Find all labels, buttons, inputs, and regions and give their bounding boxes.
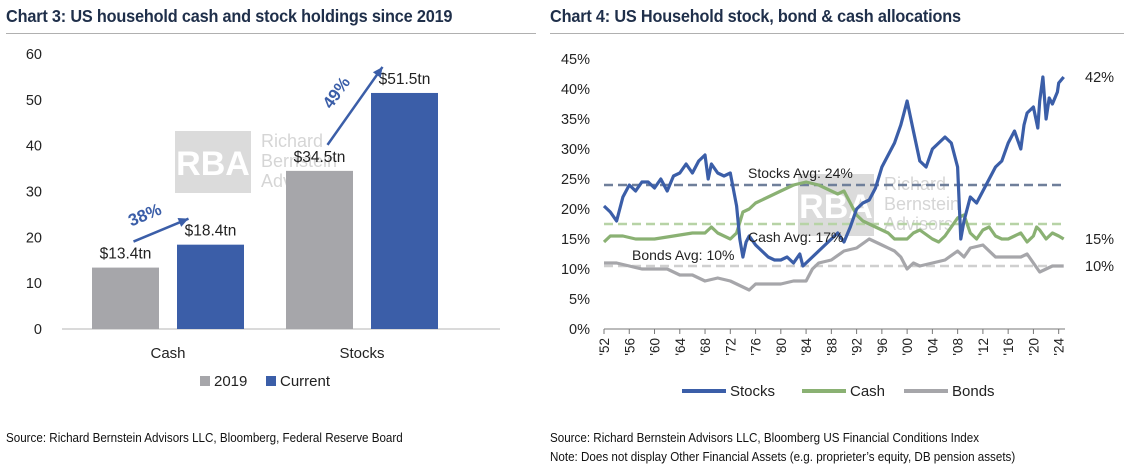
chart-3-y-tick-label: 50 bbox=[26, 93, 42, 109]
chart-4-title: Chart 4: US Household stock, bond & cash… bbox=[550, 6, 961, 26]
chart-4-end-label-bonds: 10% bbox=[1085, 259, 1114, 275]
chart-3-data-label: $34.5tn bbox=[294, 149, 346, 166]
chart-4-x-tick-label: '52 bbox=[597, 338, 612, 356]
chart-3-y-tick-label: 0 bbox=[34, 322, 42, 338]
chart-4-y-tick-label: 5% bbox=[569, 292, 590, 308]
chart-3-y-tick-label: 60 bbox=[26, 47, 42, 63]
chart-3-watermark-logo-box bbox=[175, 131, 251, 193]
chart-3-watermark-line2: Bernstein bbox=[261, 151, 337, 171]
chart-3-bar-2019-cash bbox=[92, 267, 159, 329]
chart-3-title-rule bbox=[6, 33, 536, 34]
chart-4-note: Note: Does not display Other Financial A… bbox=[550, 450, 1016, 464]
chart-4-x-tick-label: '04 bbox=[925, 338, 940, 356]
chart-4-x-tick-label: '80 bbox=[774, 338, 789, 356]
chart-3-y-tick-label: 10 bbox=[26, 276, 42, 292]
chart-3-data-label: $51.5tn bbox=[379, 71, 431, 88]
chart-3-x-tick-label: Stocks bbox=[339, 345, 384, 362]
chart-4-legend-label-stocks: Stocks bbox=[730, 383, 775, 400]
chart-3-legend-label-current: Current bbox=[280, 373, 331, 390]
chart-4-avg-label: Stocks Avg: 24% bbox=[748, 165, 853, 181]
chart-3-legend-swatch-current bbox=[266, 376, 276, 386]
chart-3-growth-arrow-head bbox=[177, 218, 189, 227]
chart-3-growth-label: 49% bbox=[319, 73, 354, 112]
chart-4-y-tick-label: 25% bbox=[561, 172, 590, 188]
chart-3-bar-current-cash bbox=[177, 244, 244, 329]
chart-3-watermark-logo-text: RBA bbox=[176, 145, 250, 183]
chart-3-legend-swatch-2019 bbox=[200, 376, 210, 386]
chart-3-panel: Chart 3: US household cash and stock hol… bbox=[0, 0, 548, 474]
chart-3-bar-2019-stocks bbox=[286, 170, 353, 329]
chart-4-x-tick-label: '96 bbox=[875, 338, 890, 356]
chart-3-growth-arrow-head bbox=[372, 66, 383, 78]
chart-3-data-label: $18.4tn bbox=[185, 223, 237, 240]
chart-3-y-tick-label: 20 bbox=[26, 230, 42, 246]
chart-4-title-rule bbox=[550, 33, 1124, 34]
chart-4-source: Source: Richard Bernstein Advisors LLC, … bbox=[550, 431, 980, 445]
chart-4-y-tick-label: 40% bbox=[561, 82, 590, 98]
chart-4-panel: Chart 4: US Household stock, bond & cash… bbox=[548, 0, 1130, 474]
chart-4-series-line-stocks bbox=[602, 75, 1065, 268]
chart-4-x-tick-label: '00 bbox=[900, 338, 915, 356]
chart-4-x-tick-label: '92 bbox=[850, 338, 865, 356]
chart-3-source: Source: Richard Bernstein Advisors LLC, … bbox=[6, 431, 403, 445]
chart-4-end-label-cash: 15% bbox=[1085, 232, 1114, 248]
chart-4-avg-label: Bonds Avg: 10% bbox=[632, 247, 734, 263]
chart-4-x-tick-label: '16 bbox=[1001, 338, 1016, 356]
chart-4-y-tick-label: 0% bbox=[569, 322, 590, 338]
chart-3-y-tick-label: 40 bbox=[26, 139, 42, 155]
chart-4-x-tick-label: '88 bbox=[824, 338, 839, 356]
chart-3-legend-label-2019: 2019 bbox=[214, 373, 247, 390]
chart-4-x-tick-label: '20 bbox=[1026, 338, 1041, 356]
chart-3-watermark-line1: Richard bbox=[261, 131, 323, 151]
chart-3-bar-chart: RBARichardBernsteinAdvisors0102030405060… bbox=[26, 47, 500, 390]
chart-4-y-tick-label: 10% bbox=[561, 262, 590, 278]
chart-4-x-tick-label: '24 bbox=[1052, 338, 1067, 356]
chart-3-bar-current-stocks bbox=[371, 92, 438, 329]
chart-4-y-tick-label: 15% bbox=[561, 232, 590, 248]
chart-3-y-tick-label: 30 bbox=[26, 185, 42, 201]
chart-3-growth-label: 38% bbox=[126, 200, 165, 231]
chart-4-x-tick-label: '56 bbox=[622, 338, 637, 356]
chart-4-x-tick-label: '76 bbox=[749, 338, 764, 356]
chart-3-title: Chart 3: US household cash and stock hol… bbox=[6, 6, 453, 26]
chart-4-y-tick-label: 35% bbox=[561, 112, 590, 128]
chart-4-y-tick-label: 20% bbox=[561, 202, 590, 218]
chart-4-legend-label-bonds: Bonds bbox=[952, 383, 995, 400]
chart-4-series-line-cash bbox=[602, 180, 1065, 244]
chart-4-y-tick-label: 30% bbox=[561, 142, 590, 158]
chart-3-growth-arrow-line bbox=[326, 66, 384, 146]
chart-4-series-line-bonds bbox=[604, 237, 1064, 292]
chart-4-x-tick-label: '68 bbox=[698, 338, 713, 356]
chart-4-avg-label: Cash Avg: 17% bbox=[748, 229, 843, 245]
chart-3-data-label: $13.4tn bbox=[100, 246, 152, 263]
chart-4-end-label-stocks: 42% bbox=[1085, 70, 1114, 86]
chart-3-growth-arrow-line bbox=[133, 217, 189, 243]
chart-4-x-tick-label: '64 bbox=[673, 338, 688, 356]
chart-4-x-tick-label: '60 bbox=[648, 338, 663, 356]
chart-4-watermark-line2: Bernstein bbox=[884, 194, 960, 214]
chart-4-x-tick-label: '12 bbox=[976, 338, 991, 356]
chart-4-x-tick-label: '08 bbox=[951, 338, 966, 356]
chart-3-x-tick-label: Cash bbox=[150, 345, 185, 362]
chart-4-y-tick-label: 45% bbox=[561, 52, 590, 68]
chart-4-x-tick-label: '72 bbox=[723, 338, 738, 356]
chart-4-legend-label-cash: Cash bbox=[850, 383, 885, 400]
chart-4-x-tick-label: '84 bbox=[799, 338, 814, 356]
